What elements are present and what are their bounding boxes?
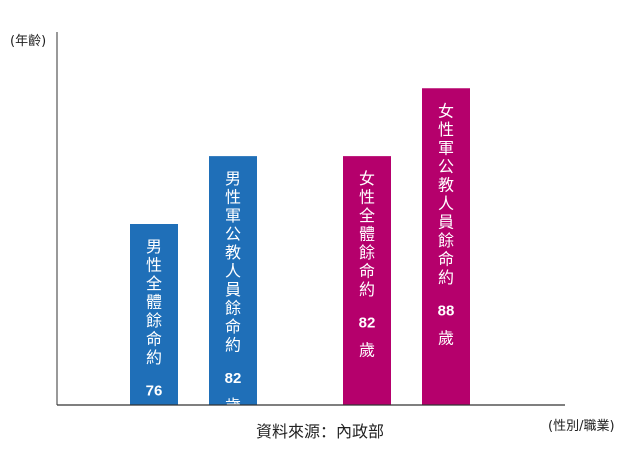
bar-3-unit-label: 歲 [359, 341, 375, 360]
bar-3-label-char: 體 [359, 225, 375, 244]
bar-2-unit-label: 歲 [225, 396, 241, 415]
bar-4 [422, 88, 470, 405]
bar-4-label-char: 公 [438, 157, 454, 176]
bar-1-label-char: 性 [146, 256, 162, 275]
bar-2-label-char: 命 [225, 317, 241, 336]
bar-4-label-char: 女 [438, 101, 454, 120]
bar-1-label-char: 全 [146, 274, 162, 293]
bar-3-label-char: 餘 [359, 243, 375, 262]
bar-4-label-char: 軍 [438, 138, 454, 157]
bar-2-label-char: 男 [225, 169, 241, 188]
bar-4-label-char: 餘 [438, 231, 454, 250]
bar-1-label-char: 體 [146, 293, 162, 312]
bar-3 [343, 156, 391, 405]
y-axis-label: (年齡) [10, 34, 47, 49]
bar-1-label-char: 餘 [146, 311, 162, 330]
bar-2-label-char: 員 [225, 280, 241, 299]
bar-1-unit-label: 歲 [146, 409, 162, 428]
bar-2-label-char: 公 [225, 225, 241, 244]
bar-4-label-char: 教 [438, 175, 454, 194]
bar-4-label-char: 員 [438, 212, 454, 231]
bar-3-label-char: 女 [359, 169, 375, 188]
bar-1-label-char: 男 [146, 237, 162, 256]
bar-1 [130, 224, 178, 405]
bar-4-label-char: 性 [438, 120, 454, 139]
bar-2-label-char: 軍 [225, 206, 241, 225]
bar-2-label-char: 約 [225, 336, 241, 355]
bar-3-label-char: 全 [359, 206, 375, 225]
bar-1-label-char: 命 [146, 330, 162, 349]
bar-3-value-label: 82 [359, 315, 376, 332]
bar-2-label-char: 人 [225, 262, 241, 281]
bar-3-label-char: 約 [359, 280, 375, 299]
bar-3-label-char: 命 [359, 262, 375, 281]
source-note: 資料來源：內政部 [255, 422, 384, 441]
bar-2-label-char: 性 [225, 188, 241, 207]
bar-4-label-char: 約 [438, 268, 454, 287]
bar-4-value-label: 88 [438, 302, 455, 319]
bar-1-label-char: 約 [146, 348, 162, 367]
bar-4-label-char: 命 [438, 249, 454, 268]
bar-2-label-char: 教 [225, 243, 241, 262]
bar-4-unit-label: 歲 [438, 328, 454, 347]
bar-2-value-label: 82 [225, 370, 242, 387]
bar-1-value-label: 76 [146, 383, 163, 400]
bar-4-label-char: 人 [438, 194, 454, 213]
bar-2 [209, 156, 257, 405]
x-axis-label: (性別/職業) [548, 419, 615, 434]
bar-3-label-char: 性 [359, 188, 375, 207]
bar-2-label-char: 餘 [225, 299, 241, 318]
